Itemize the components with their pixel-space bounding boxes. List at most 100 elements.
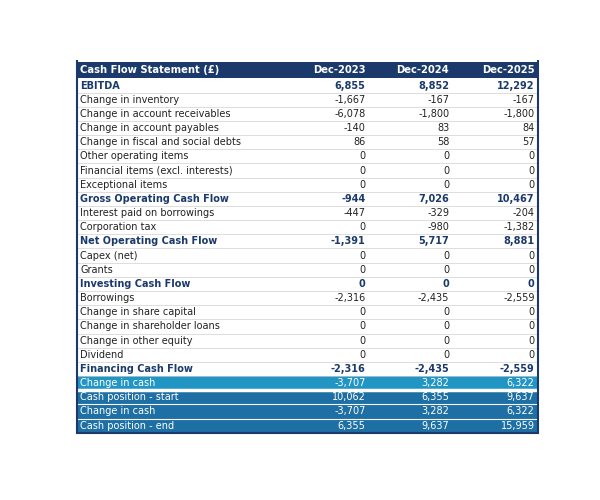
Text: 0: 0 bbox=[359, 250, 365, 260]
Text: 9,637: 9,637 bbox=[422, 420, 449, 430]
Text: -2,316: -2,316 bbox=[334, 293, 365, 303]
Text: 0: 0 bbox=[359, 166, 365, 175]
Text: -3,707: -3,707 bbox=[334, 406, 365, 416]
FancyBboxPatch shape bbox=[77, 320, 538, 334]
Text: 86: 86 bbox=[353, 137, 365, 147]
FancyBboxPatch shape bbox=[77, 334, 538, 347]
Text: 6,855: 6,855 bbox=[335, 80, 365, 90]
Text: Gross Operating Cash Flow: Gross Operating Cash Flow bbox=[80, 194, 229, 204]
Text: Grants: Grants bbox=[80, 264, 113, 274]
FancyBboxPatch shape bbox=[77, 121, 538, 135]
Text: Change in share capital: Change in share capital bbox=[80, 308, 196, 318]
FancyBboxPatch shape bbox=[77, 150, 538, 164]
Text: 12,292: 12,292 bbox=[497, 80, 535, 90]
Text: 7,026: 7,026 bbox=[419, 194, 449, 204]
Text: -204: -204 bbox=[512, 208, 535, 218]
Text: -140: -140 bbox=[344, 123, 365, 133]
Text: 83: 83 bbox=[437, 123, 449, 133]
Text: Exceptional items: Exceptional items bbox=[80, 180, 167, 190]
FancyBboxPatch shape bbox=[77, 220, 538, 234]
Text: 0: 0 bbox=[443, 152, 449, 162]
Text: Borrowings: Borrowings bbox=[80, 293, 135, 303]
Text: Financing Cash Flow: Financing Cash Flow bbox=[80, 364, 193, 374]
Text: 5,717: 5,717 bbox=[419, 236, 449, 246]
Text: 0: 0 bbox=[443, 166, 449, 175]
Text: -944: -944 bbox=[341, 194, 365, 204]
Text: -2,435: -2,435 bbox=[415, 364, 449, 374]
Text: -2,435: -2,435 bbox=[418, 293, 449, 303]
Text: -167: -167 bbox=[512, 94, 535, 104]
Text: Financial items (excl. interests): Financial items (excl. interests) bbox=[80, 166, 233, 175]
FancyBboxPatch shape bbox=[77, 62, 538, 78]
FancyBboxPatch shape bbox=[77, 206, 538, 220]
Text: 0: 0 bbox=[359, 222, 365, 232]
Text: 0: 0 bbox=[443, 350, 449, 360]
Text: 3,282: 3,282 bbox=[421, 406, 449, 416]
Text: Change in other equity: Change in other equity bbox=[80, 336, 193, 345]
Text: 0: 0 bbox=[529, 166, 535, 175]
Text: 0: 0 bbox=[359, 350, 365, 360]
Text: Change in account receivables: Change in account receivables bbox=[80, 109, 231, 119]
Text: Capex (net): Capex (net) bbox=[80, 250, 138, 260]
Text: 15,959: 15,959 bbox=[500, 420, 535, 430]
FancyBboxPatch shape bbox=[77, 92, 538, 107]
Text: Cash Flow Statement (£): Cash Flow Statement (£) bbox=[80, 65, 220, 75]
Text: Dec-2024: Dec-2024 bbox=[397, 65, 449, 75]
Text: 6,322: 6,322 bbox=[507, 406, 535, 416]
Text: 10,062: 10,062 bbox=[332, 392, 365, 402]
FancyBboxPatch shape bbox=[77, 390, 538, 404]
Text: Dividend: Dividend bbox=[80, 350, 124, 360]
FancyBboxPatch shape bbox=[77, 234, 538, 248]
Text: Dec-2025: Dec-2025 bbox=[482, 65, 535, 75]
FancyBboxPatch shape bbox=[77, 348, 538, 362]
Text: 0: 0 bbox=[443, 250, 449, 260]
Text: 0: 0 bbox=[443, 264, 449, 274]
Text: 3,282: 3,282 bbox=[421, 378, 449, 388]
Text: -1,800: -1,800 bbox=[503, 109, 535, 119]
FancyBboxPatch shape bbox=[77, 78, 538, 92]
Text: -1,391: -1,391 bbox=[331, 236, 365, 246]
Text: 0: 0 bbox=[359, 180, 365, 190]
FancyBboxPatch shape bbox=[77, 135, 538, 150]
Text: -167: -167 bbox=[427, 94, 449, 104]
Text: Cash position - end: Cash position - end bbox=[80, 420, 175, 430]
Text: 57: 57 bbox=[522, 137, 535, 147]
FancyBboxPatch shape bbox=[77, 107, 538, 121]
Text: 9,637: 9,637 bbox=[507, 392, 535, 402]
Text: Other operating items: Other operating items bbox=[80, 152, 189, 162]
Text: -3,707: -3,707 bbox=[334, 378, 365, 388]
Text: 8,881: 8,881 bbox=[503, 236, 535, 246]
Text: 0: 0 bbox=[528, 279, 535, 289]
Text: 6,355: 6,355 bbox=[421, 392, 449, 402]
Text: 0: 0 bbox=[359, 279, 365, 289]
Text: 0: 0 bbox=[359, 322, 365, 332]
FancyBboxPatch shape bbox=[77, 277, 538, 291]
Text: 8,852: 8,852 bbox=[418, 80, 449, 90]
FancyBboxPatch shape bbox=[77, 418, 538, 432]
Text: Dec-2023: Dec-2023 bbox=[313, 65, 365, 75]
Text: 0: 0 bbox=[529, 250, 535, 260]
Text: Change in shareholder loans: Change in shareholder loans bbox=[80, 322, 220, 332]
FancyBboxPatch shape bbox=[77, 404, 538, 418]
FancyBboxPatch shape bbox=[77, 164, 538, 177]
Text: -329: -329 bbox=[427, 208, 449, 218]
Text: 0: 0 bbox=[443, 180, 449, 190]
FancyBboxPatch shape bbox=[77, 248, 538, 262]
Text: Change in fiscal and social debts: Change in fiscal and social debts bbox=[80, 137, 241, 147]
FancyBboxPatch shape bbox=[77, 178, 538, 192]
Text: -2,316: -2,316 bbox=[331, 364, 365, 374]
Text: 6,355: 6,355 bbox=[338, 420, 365, 430]
Text: 84: 84 bbox=[523, 123, 535, 133]
Text: -6,078: -6,078 bbox=[334, 109, 365, 119]
Text: 0: 0 bbox=[443, 336, 449, 345]
Text: -1,667: -1,667 bbox=[334, 94, 365, 104]
Text: -1,382: -1,382 bbox=[503, 222, 535, 232]
Text: 0: 0 bbox=[359, 336, 365, 345]
Text: Change in cash: Change in cash bbox=[80, 378, 156, 388]
Text: 0: 0 bbox=[443, 322, 449, 332]
Text: Corporation tax: Corporation tax bbox=[80, 222, 157, 232]
Text: Net Operating Cash Flow: Net Operating Cash Flow bbox=[80, 236, 218, 246]
Text: 0: 0 bbox=[529, 322, 535, 332]
FancyBboxPatch shape bbox=[77, 192, 538, 206]
Text: EBITDA: EBITDA bbox=[80, 80, 120, 90]
